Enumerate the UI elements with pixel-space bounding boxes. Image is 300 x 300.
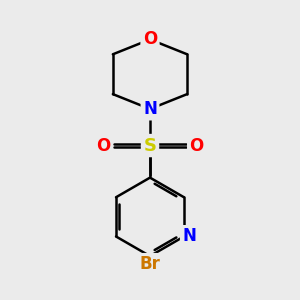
Text: O: O <box>96 136 110 154</box>
Text: N: N <box>182 227 196 245</box>
Text: N: N <box>143 100 157 118</box>
Text: O: O <box>143 30 157 48</box>
Text: Br: Br <box>140 255 160 273</box>
Text: O: O <box>190 136 204 154</box>
Text: S: S <box>143 136 157 154</box>
